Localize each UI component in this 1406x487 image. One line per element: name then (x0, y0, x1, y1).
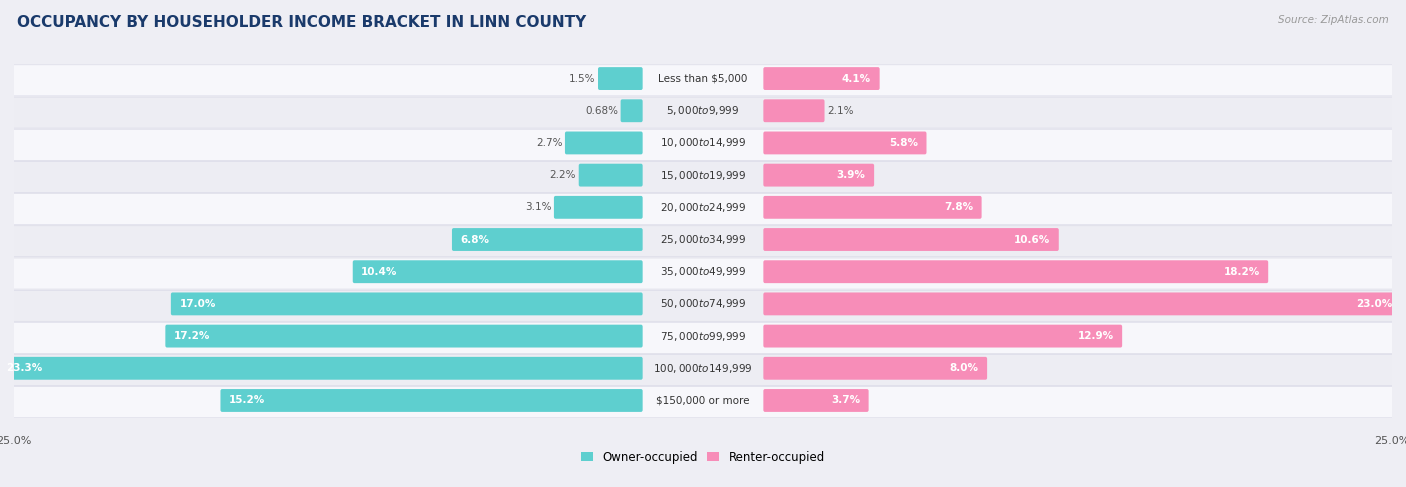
FancyBboxPatch shape (763, 131, 927, 154)
Text: Source: ZipAtlas.com: Source: ZipAtlas.com (1278, 15, 1389, 25)
Text: 6.8%: 6.8% (461, 235, 489, 244)
Text: $5,000 to $9,999: $5,000 to $9,999 (666, 104, 740, 117)
FancyBboxPatch shape (7, 355, 1399, 386)
FancyBboxPatch shape (172, 293, 643, 315)
Text: OCCUPANCY BY HOUSEHOLDER INCOME BRACKET IN LINN COUNTY: OCCUPANCY BY HOUSEHOLDER INCOME BRACKET … (17, 15, 586, 30)
Text: 3.1%: 3.1% (524, 202, 551, 212)
FancyBboxPatch shape (7, 322, 1399, 354)
Text: 18.2%: 18.2% (1223, 267, 1260, 277)
FancyBboxPatch shape (554, 196, 643, 219)
Text: $50,000 to $74,999: $50,000 to $74,999 (659, 298, 747, 310)
FancyBboxPatch shape (763, 164, 875, 187)
Text: 4.1%: 4.1% (842, 74, 872, 84)
Text: 1.5%: 1.5% (569, 74, 596, 84)
Text: $10,000 to $14,999: $10,000 to $14,999 (659, 136, 747, 150)
FancyBboxPatch shape (451, 228, 643, 251)
FancyBboxPatch shape (620, 99, 643, 122)
FancyBboxPatch shape (598, 67, 643, 90)
Text: Less than $5,000: Less than $5,000 (658, 74, 748, 84)
FancyBboxPatch shape (565, 131, 643, 154)
Text: 10.6%: 10.6% (1014, 235, 1050, 244)
FancyBboxPatch shape (763, 325, 1122, 348)
Text: 15.2%: 15.2% (229, 395, 266, 406)
Text: 12.9%: 12.9% (1077, 331, 1114, 341)
Text: $20,000 to $24,999: $20,000 to $24,999 (659, 201, 747, 214)
FancyBboxPatch shape (7, 65, 1399, 96)
Text: 17.0%: 17.0% (180, 299, 215, 309)
FancyBboxPatch shape (7, 162, 1399, 192)
FancyBboxPatch shape (7, 194, 1399, 225)
FancyBboxPatch shape (763, 67, 880, 90)
FancyBboxPatch shape (7, 226, 1399, 257)
FancyBboxPatch shape (579, 164, 643, 187)
Legend: Owner-occupied, Renter-occupied: Owner-occupied, Renter-occupied (576, 446, 830, 468)
FancyBboxPatch shape (763, 260, 1268, 283)
Text: 23.3%: 23.3% (6, 363, 42, 373)
Text: $15,000 to $19,999: $15,000 to $19,999 (659, 169, 747, 182)
FancyBboxPatch shape (763, 293, 1400, 315)
FancyBboxPatch shape (763, 99, 824, 122)
FancyBboxPatch shape (7, 258, 1399, 289)
Text: 10.4%: 10.4% (361, 267, 398, 277)
FancyBboxPatch shape (763, 389, 869, 412)
Text: $25,000 to $34,999: $25,000 to $34,999 (659, 233, 747, 246)
FancyBboxPatch shape (7, 129, 1399, 160)
Text: 2.1%: 2.1% (827, 106, 853, 116)
Text: $100,000 to $149,999: $100,000 to $149,999 (654, 362, 752, 375)
FancyBboxPatch shape (763, 357, 987, 380)
Text: $75,000 to $99,999: $75,000 to $99,999 (659, 330, 747, 342)
Text: 25.0%: 25.0% (0, 436, 32, 446)
FancyBboxPatch shape (763, 196, 981, 219)
Text: 8.0%: 8.0% (949, 363, 979, 373)
FancyBboxPatch shape (763, 228, 1059, 251)
FancyBboxPatch shape (353, 260, 643, 283)
FancyBboxPatch shape (0, 357, 643, 380)
Text: 23.0%: 23.0% (1355, 299, 1392, 309)
Text: 17.2%: 17.2% (174, 331, 211, 341)
Text: 5.8%: 5.8% (889, 138, 918, 148)
FancyBboxPatch shape (221, 389, 643, 412)
FancyBboxPatch shape (7, 290, 1399, 321)
Text: 0.68%: 0.68% (585, 106, 619, 116)
Text: 25.0%: 25.0% (1374, 436, 1406, 446)
Text: 3.7%: 3.7% (831, 395, 860, 406)
Text: $150,000 or more: $150,000 or more (657, 395, 749, 406)
FancyBboxPatch shape (7, 387, 1399, 418)
FancyBboxPatch shape (7, 97, 1399, 128)
Text: 2.2%: 2.2% (550, 170, 576, 180)
Text: 3.9%: 3.9% (837, 170, 866, 180)
Text: 2.7%: 2.7% (536, 138, 562, 148)
Text: $35,000 to $49,999: $35,000 to $49,999 (659, 265, 747, 278)
FancyBboxPatch shape (166, 325, 643, 348)
Text: 7.8%: 7.8% (943, 202, 973, 212)
